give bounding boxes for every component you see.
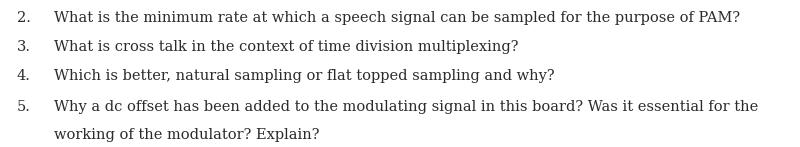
Text: 3.: 3. bbox=[16, 40, 30, 54]
Text: 5.: 5. bbox=[17, 100, 30, 114]
Text: Which is better, natural sampling or flat topped sampling and why?: Which is better, natural sampling or fla… bbox=[54, 69, 555, 83]
Text: 2.: 2. bbox=[17, 11, 30, 25]
Text: What is cross talk in the context of time division multiplexing?: What is cross talk in the context of tim… bbox=[54, 40, 519, 54]
Text: working of the modulator? Explain?: working of the modulator? Explain? bbox=[54, 128, 320, 142]
Text: 4.: 4. bbox=[17, 69, 30, 83]
Text: What is the minimum rate at which a speech signal can be sampled for the purpose: What is the minimum rate at which a spee… bbox=[54, 11, 741, 25]
Text: Why a dc offset has been added to the modulating signal in this board? Was it es: Why a dc offset has been added to the mo… bbox=[54, 100, 758, 114]
